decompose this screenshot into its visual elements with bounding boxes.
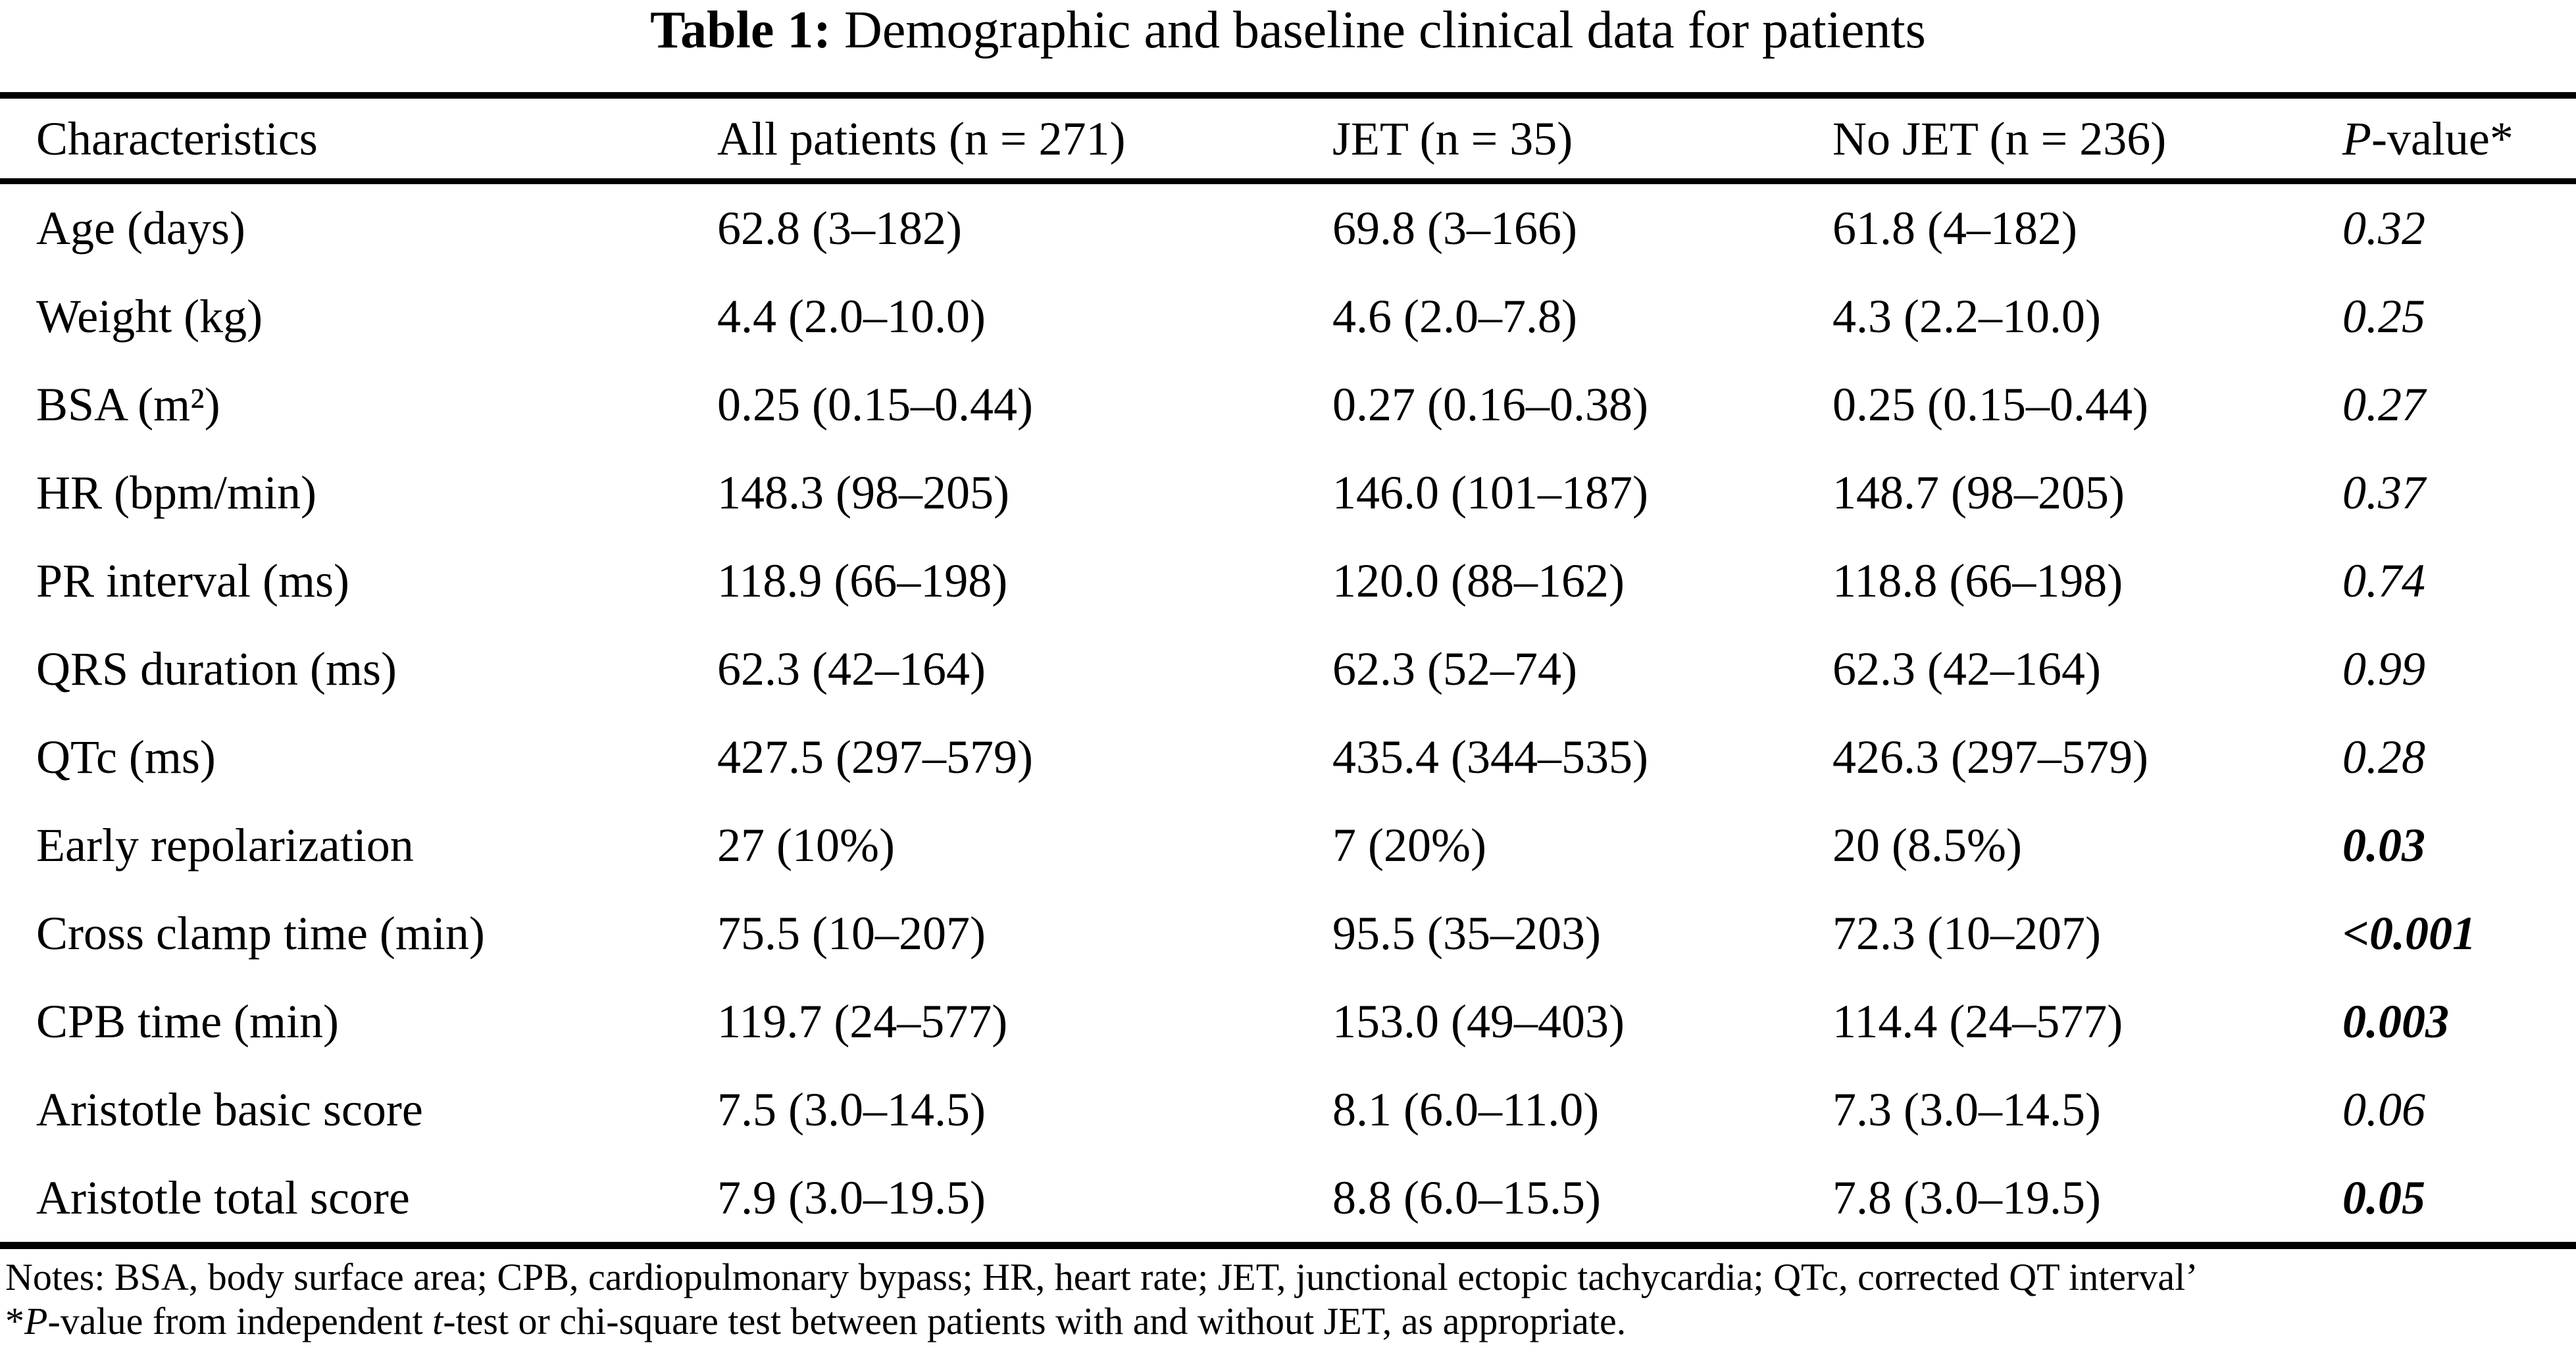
cell-characteristic: CPB time (min) [36,995,340,1048]
table-row: CPB time (min) 119.7 (24–577) 153.0 (49–… [0,977,2576,1066]
cell-all-patients: 427.5 (297–579) [717,730,1033,783]
cell-p-value: 0.05 [2342,1171,2425,1224]
cell-jet: 153.0 (49–403) [1332,995,1625,1048]
column-header-p-value: P-value* [2342,112,2576,166]
cell-characteristic: Early repolarization [36,818,414,872]
cell-no-jet: 20 (8.5%) [1832,818,2022,872]
cell-jet: 7 (20%) [1332,818,1486,872]
table-title: Table 1: Demographic and baseline clinic… [0,0,2576,61]
notes-line-2: *P-value from independent t-test or chi-… [5,1299,2576,1343]
cell-jet: 0.27 (0.16–0.38) [1332,378,1648,431]
cell-all-patients: 118.9 (66–198) [717,554,1008,607]
cell-all-patients: 4.4 (2.0–10.0) [717,289,986,343]
cell-characteristic: Age (days) [36,201,245,255]
cell-characteristic: Aristotle basic score [36,1083,423,1136]
cell-no-jet: 7.3 (3.0–14.5) [1832,1083,2101,1136]
cell-jet: 146.0 (101–187) [1332,466,1648,519]
cell-all-patients: 75.5 (10–207) [717,906,986,960]
cell-no-jet: 7.8 (3.0–19.5) [1832,1171,2101,1224]
cell-jet: 8.8 (6.0–15.5) [1332,1171,1601,1224]
table-notes: Notes: BSA, body surface area; CPB, card… [5,1255,2576,1343]
cell-p-value: 0.99 [2342,642,2425,695]
cell-no-jet: 61.8 (4–182) [1832,201,2077,255]
cell-jet: 4.6 (2.0–7.8) [1332,289,1577,343]
cell-no-jet: 62.3 (42–164) [1832,642,2101,695]
cell-all-patients: 7.5 (3.0–14.5) [717,1083,986,1136]
cell-characteristic: QRS duration (ms) [36,642,397,695]
notes-line-2-asterisk: * [5,1300,24,1342]
p-value-header-rest: -value* [2371,112,2513,165]
p-value-header-italic-p: P [2342,112,2371,165]
cell-p-value: 0.27 [2342,378,2425,431]
notes-line-1: Notes: BSA, body surface area; CPB, card… [5,1256,2198,1298]
cell-characteristic: HR (bpm/min) [36,466,316,519]
table-row: QRS duration (ms) 62.3 (42–164) 62.3 (52… [0,625,2576,713]
cell-all-patients: 62.8 (3–182) [717,201,962,255]
cell-all-patients: 148.3 (98–205) [717,466,1009,519]
cell-jet: 95.5 (35–203) [1332,906,1601,960]
table-header-rule [0,178,2576,184]
table-row: HR (bpm/min) 148.3 (98–205) 146.0 (101–1… [0,449,2576,537]
column-header-all-patients: All patients (n = 271) [717,112,1126,165]
cell-p-value: 0.32 [2342,201,2425,255]
table-row: PR interval (ms) 118.9 (66–198) 120.0 (8… [0,537,2576,625]
cell-no-jet: 118.8 (66–198) [1832,554,2123,607]
cell-all-patients: 0.25 (0.15–0.44) [717,378,1033,431]
cell-no-jet: 4.3 (2.2–10.0) [1832,289,2101,343]
table-row: Weight (kg) 4.4 (2.0–10.0) 4.6 (2.0–7.8)… [0,272,2576,360]
cell-p-value: 0.03 [2342,818,2425,872]
notes-line-2-italic-t: t [432,1300,443,1342]
cell-no-jet: 148.7 (98–205) [1832,466,2125,519]
table-title-label: Table 1: [650,1,832,59]
table-title-text: Demographic and baseline clinical data f… [831,1,1926,59]
table-row: BSA (m²) 0.25 (0.15–0.44) 0.27 (0.16–0.3… [0,360,2576,449]
cell-p-value: 0.003 [2342,995,2449,1048]
notes-line-2-mid: -value from independent [47,1300,433,1342]
table-row: Aristotle total score 7.9 (3.0–19.5) 8.8… [0,1154,2576,1242]
cell-no-jet: 72.3 (10–207) [1832,906,2101,960]
cell-no-jet: 0.25 (0.15–0.44) [1832,378,2148,431]
cell-jet: 435.4 (344–535) [1332,730,1648,783]
notes-line-2-suffix: -test or chi-square test between patient… [443,1300,1627,1342]
table-row: QTc (ms) 427.5 (297–579) 435.4 (344–535)… [0,713,2576,801]
cell-jet: 8.1 (6.0–11.0) [1332,1083,1600,1136]
table-row: Age (days) 62.8 (3–182) 69.8 (3–166) 61.… [0,184,2576,272]
cell-characteristic: QTc (ms) [36,730,216,783]
cell-all-patients: 27 (10%) [717,818,895,872]
cell-p-value: 0.37 [2342,466,2425,519]
cell-all-patients: 7.9 (3.0–19.5) [717,1171,986,1224]
cell-p-value: <0.001 [2342,906,2477,960]
cell-all-patients: 62.3 (42–164) [717,642,986,695]
column-header-no-jet: No JET (n = 236) [1832,112,2167,165]
table-bottom-rule [0,1242,2576,1249]
table-body: Age (days) 62.8 (3–182) 69.8 (3–166) 61.… [0,184,2576,1242]
cell-no-jet: 426.3 (297–579) [1832,730,2148,783]
notes-line-2-italic-p: P [24,1300,48,1342]
column-header-characteristics: Characteristics [36,112,318,165]
cell-characteristic: Weight (kg) [36,289,263,343]
table-row: Aristotle basic score 7.5 (3.0–14.5) 8.1… [0,1066,2576,1154]
cell-jet: 69.8 (3–166) [1332,201,1577,255]
cell-p-value: 0.74 [2342,554,2425,607]
cell-p-value: 0.25 [2342,289,2425,343]
table-row: Early repolarization 27 (10%) 7 (20%) 20… [0,801,2576,889]
cell-jet: 120.0 (88–162) [1332,554,1625,607]
cell-no-jet: 114.4 (24–577) [1832,995,2123,1048]
table-row: Cross clamp time (min) 75.5 (10–207) 95.… [0,889,2576,977]
cell-jet: 62.3 (52–74) [1332,642,1577,695]
cell-characteristic: BSA (m²) [36,378,220,431]
cell-characteristic: Aristotle total score [36,1171,410,1224]
cell-p-value: 0.06 [2342,1083,2425,1136]
column-header-jet: JET (n = 35) [1332,112,1573,165]
cell-p-value: 0.28 [2342,730,2425,783]
cell-all-patients: 119.7 (24–577) [717,995,1008,1048]
cell-characteristic: PR interval (ms) [36,554,349,607]
table-top-rule [0,92,2576,99]
cell-characteristic: Cross clamp time (min) [36,906,485,960]
table-header-row: Characteristics All patients (n = 271) J… [0,101,2576,177]
